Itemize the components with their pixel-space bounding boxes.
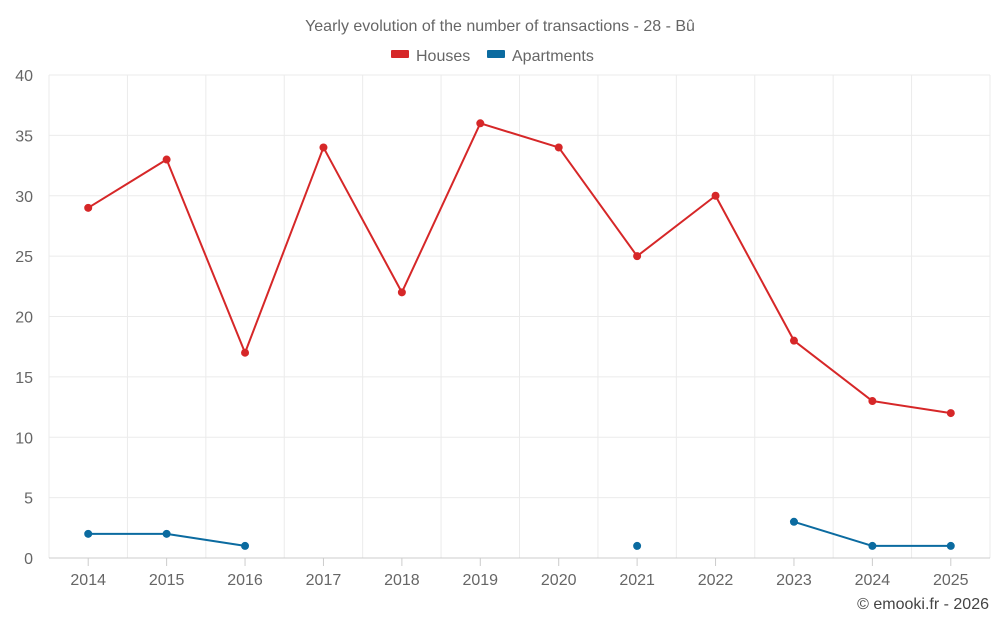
- y-axis: 0 5 10 15 20 25 30 35 40: [15, 68, 33, 568]
- series-apartments: [84, 517, 955, 550]
- point-apartments-2016[interactable]: [241, 541, 250, 550]
- x-tick-label-2019: 2019: [462, 572, 498, 589]
- point-houses-2025[interactable]: [946, 409, 955, 418]
- point-houses-2015[interactable]: [162, 155, 171, 164]
- point-houses-2018[interactable]: [397, 288, 406, 297]
- x-tick-label-2022: 2022: [698, 572, 734, 589]
- x-tick-label-2014: 2014: [70, 572, 106, 589]
- point-apartments-2023[interactable]: [789, 517, 798, 526]
- point-apartments-2015[interactable]: [162, 529, 171, 538]
- point-houses-2022[interactable]: [711, 191, 720, 200]
- y-tick-label-25: 25: [15, 249, 33, 266]
- point-houses-2016[interactable]: [241, 348, 250, 357]
- point-apartments-2024[interactable]: [868, 541, 877, 550]
- y-tick-label-15: 15: [15, 370, 33, 387]
- x-tick-label-2016: 2016: [227, 572, 263, 589]
- credit-text: © emooki.fr - 2026: [857, 596, 989, 613]
- x-tick-label-2017: 2017: [306, 572, 342, 589]
- y-tick-label-20: 20: [15, 310, 33, 327]
- chart-title: Yearly evolution of the number of transa…: [305, 18, 695, 35]
- point-apartments-2014[interactable]: [84, 529, 93, 538]
- legend-label-houses[interactable]: Houses: [416, 48, 470, 65]
- grid: [48, 74, 991, 559]
- y-tick-label-40: 40: [15, 68, 33, 85]
- x-tick-label-2025: 2025: [933, 572, 969, 589]
- point-houses-2020[interactable]: [554, 143, 563, 152]
- point-houses-2023[interactable]: [789, 336, 798, 345]
- y-tick-label-35: 35: [15, 128, 33, 145]
- x-tick-label-2023: 2023: [776, 572, 812, 589]
- x-tick-label-2024: 2024: [855, 572, 891, 589]
- point-apartments-2021[interactable]: [633, 541, 642, 550]
- series-layer: [84, 119, 955, 550]
- x-axis: 2014 2015 2016 2017 2018 2019 2020 2021 2022 2023…: [49, 557, 990, 589]
- x-tick-label-2018: 2018: [384, 572, 420, 589]
- x-tick-label-2015: 2015: [149, 572, 185, 589]
- y-tick-label-0: 0: [24, 551, 33, 568]
- series-houses: [84, 119, 955, 418]
- x-tick-label-2021: 2021: [619, 572, 655, 589]
- x-tick-label-2020: 2020: [541, 572, 577, 589]
- legend-label-apartments[interactable]: Apartments: [512, 48, 594, 65]
- point-apartments-2025[interactable]: [946, 541, 955, 550]
- point-houses-2021[interactable]: [633, 252, 642, 261]
- legend: Houses Apartments: [391, 48, 594, 65]
- y-tick-label-30: 30: [15, 189, 33, 206]
- series-line-houses-0: [87, 122, 951, 415]
- y-tick-label-5: 5: [24, 491, 33, 508]
- legend-swatch-houses[interactable]: [391, 50, 409, 58]
- point-houses-2019[interactable]: [476, 119, 485, 128]
- legend-swatch-apartments[interactable]: [487, 50, 505, 58]
- y-tick-label-10: 10: [15, 430, 33, 447]
- point-houses-2017[interactable]: [319, 143, 328, 152]
- point-houses-2014[interactable]: [84, 203, 93, 212]
- point-houses-2024[interactable]: [868, 397, 877, 406]
